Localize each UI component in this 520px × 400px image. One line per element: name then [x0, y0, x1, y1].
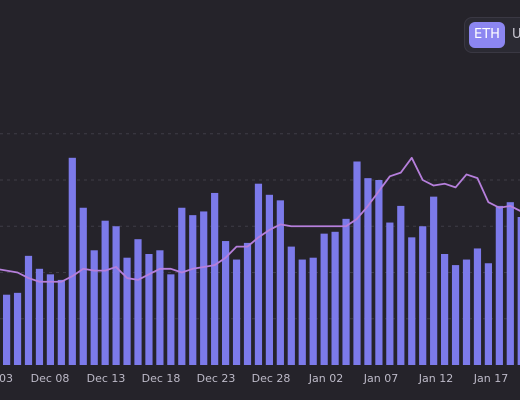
bar[interactable] [90, 250, 98, 365]
bar[interactable] [145, 254, 153, 365]
bar[interactable] [112, 226, 120, 365]
toggle-option-u[interactable]: U [512, 27, 520, 42]
bar[interactable] [276, 200, 284, 365]
x-tick-label: Dec 18 [142, 372, 181, 385]
bar[interactable] [254, 183, 263, 365]
bar[interactable] [506, 202, 514, 365]
bar[interactable] [495, 205, 503, 365]
bar[interactable] [35, 268, 44, 365]
line-series [0, 156, 520, 283]
bar[interactable] [200, 211, 208, 365]
bar[interactable] [462, 259, 471, 365]
bar[interactable] [320, 233, 328, 365]
bar[interactable] [419, 226, 427, 365]
bar[interactable] [331, 231, 339, 365]
bar[interactable] [309, 257, 317, 365]
x-tick-label: Jan 07 [363, 372, 398, 385]
bar[interactable] [211, 192, 219, 365]
bar[interactable] [46, 274, 54, 365]
x-tick-label: Dec 08 [31, 372, 70, 385]
x-tick-label: Jan 12 [418, 372, 453, 385]
bar[interactable] [123, 257, 131, 365]
bar[interactable] [156, 250, 164, 365]
bar[interactable] [451, 265, 460, 365]
bar[interactable] [342, 218, 350, 365]
bar[interactable] [222, 241, 230, 365]
bar[interactable] [3, 294, 11, 365]
x-axis-ticks: 03 Dec 08 Dec 13 Dec 18 Dec 23 Dec 28 Jan 02 Ja… [0, 372, 508, 385]
x-tick-label: 03 [0, 372, 13, 385]
x-tick-label: Jan 17 [473, 372, 508, 385]
x-tick-label: Jan 02 [308, 372, 343, 385]
bar[interactable] [287, 246, 295, 365]
bar[interactable] [243, 242, 252, 365]
bar[interactable] [265, 194, 273, 365]
bar[interactable] [364, 178, 372, 365]
line-path [0, 156, 520, 283]
x-tick-label: Dec 23 [197, 372, 236, 385]
bar[interactable] [232, 259, 241, 365]
bar[interactable] [101, 220, 109, 365]
bar[interactable] [178, 207, 186, 365]
bar-series [3, 157, 520, 366]
bar[interactable] [68, 157, 76, 365]
x-tick-label: Dec 13 [87, 372, 126, 385]
x-tick-label: Dec 28 [252, 372, 291, 385]
bar[interactable] [24, 255, 33, 365]
bar[interactable] [298, 259, 306, 365]
bar[interactable] [167, 274, 175, 365]
bar[interactable] [353, 161, 361, 366]
bar[interactable] [189, 215, 197, 365]
bar[interactable] [375, 180, 383, 365]
bar[interactable] [441, 254, 449, 365]
bar[interactable] [473, 248, 482, 365]
bar[interactable] [430, 196, 438, 365]
bar[interactable] [484, 263, 492, 365]
bar[interactable] [386, 222, 394, 365]
bar[interactable] [57, 279, 65, 365]
bar[interactable] [13, 292, 22, 365]
bar[interactable] [134, 239, 142, 365]
bar[interactable] [79, 207, 87, 365]
currency-toggle: ETH U [464, 17, 520, 53]
toggle-option-eth[interactable]: ETH [469, 22, 505, 48]
bar[interactable] [408, 237, 416, 365]
bar[interactable] [397, 205, 405, 365]
bar[interactable] [517, 217, 520, 365]
